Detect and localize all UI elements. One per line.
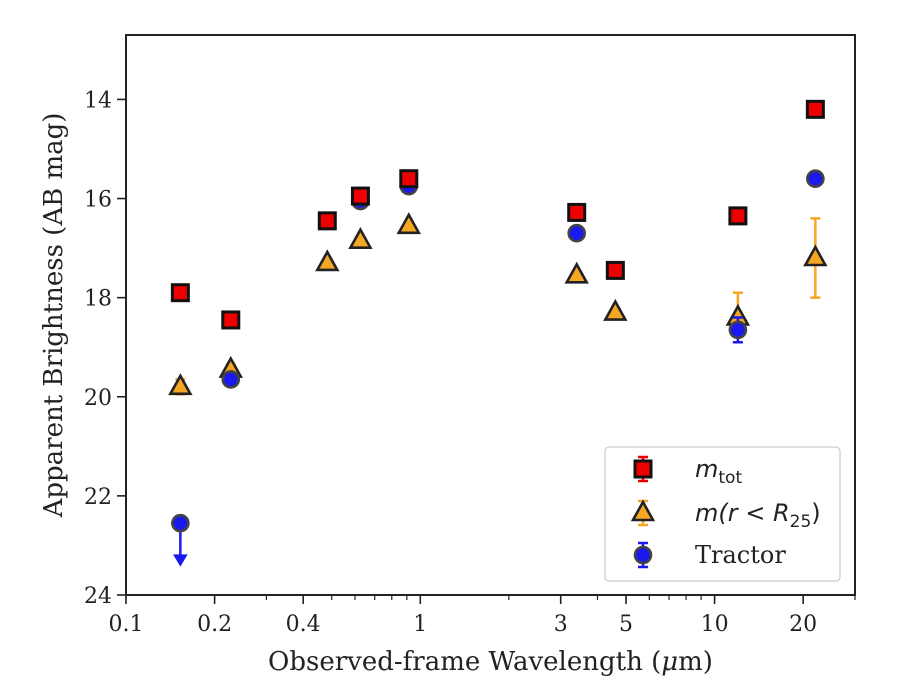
x-tick-label: 20 bbox=[789, 612, 817, 637]
mr25-point bbox=[315, 249, 340, 272]
legend-entry-tractor: Tractor bbox=[633, 541, 786, 569]
x-tick-label: 0.2 bbox=[197, 612, 232, 637]
x-tick-label: 1 bbox=[413, 612, 427, 637]
mr25-point bbox=[168, 373, 193, 396]
y-tick-label: 24 bbox=[84, 584, 112, 609]
y-axis-label: Apparent Brightness (AB mag) bbox=[39, 113, 69, 519]
tractor-point bbox=[806, 169, 825, 189]
x-tick-label: 3 bbox=[554, 612, 568, 637]
legend-entry-mr25: m(r < R25) bbox=[630, 499, 821, 532]
tractor-point bbox=[221, 370, 241, 389]
x-axis-label: Observed-frame Wavelength (μm) bbox=[268, 647, 713, 677]
mtot-point bbox=[399, 169, 419, 189]
mtot-point bbox=[221, 310, 241, 330]
legend-label-mr25: m(r < R25) bbox=[695, 499, 821, 532]
mr25-point bbox=[564, 261, 589, 284]
axis-ticks: 0.1 0.2 0.4 1 3 5 10 20 14 16 18 20 22 24 bbox=[84, 88, 856, 637]
mr25-point bbox=[396, 212, 422, 235]
series-mr25 bbox=[168, 212, 828, 396]
series-mtot bbox=[170, 99, 825, 330]
mtot-point bbox=[170, 283, 190, 303]
legend-marker bbox=[633, 459, 653, 479]
y-tick-label: 14 bbox=[84, 88, 112, 113]
legend-marker bbox=[630, 499, 656, 522]
tractor-point bbox=[728, 320, 748, 340]
mtot-point bbox=[350, 186, 370, 206]
mtot-point bbox=[317, 211, 337, 231]
legend-marker bbox=[633, 545, 653, 565]
data-marks bbox=[168, 99, 828, 567]
y-tick-label: 20 bbox=[84, 386, 112, 411]
mr25-point bbox=[348, 226, 373, 249]
tractor-point bbox=[567, 223, 587, 243]
legend: mtot m(r < R25) Tractor bbox=[604, 446, 841, 582]
legend-entry-mtot: mtot bbox=[633, 455, 742, 488]
mr25-point bbox=[803, 244, 828, 267]
legend-label-mtot: mtot bbox=[695, 455, 742, 488]
legend-box bbox=[604, 446, 841, 582]
y-tick-label: 16 bbox=[84, 188, 112, 213]
x-tick-label: 10 bbox=[701, 612, 729, 637]
y-tick-label: 18 bbox=[84, 287, 112, 312]
y-tick-label: 22 bbox=[84, 485, 112, 510]
x-tick-label: 0.1 bbox=[109, 612, 144, 637]
mr25-point bbox=[603, 298, 628, 321]
x-tick-label: 0.4 bbox=[286, 612, 321, 637]
x-tick-label: 5 bbox=[619, 612, 633, 637]
plot-frame bbox=[125, 34, 856, 596]
mtot-point bbox=[805, 99, 825, 119]
mtot-point bbox=[728, 206, 748, 226]
mtot-point bbox=[567, 202, 587, 222]
tractor-point bbox=[171, 513, 190, 533]
mtot-point bbox=[605, 260, 625, 280]
tractor-upper-limit-head bbox=[173, 554, 188, 567]
legend-label-tractor: Tractor bbox=[695, 541, 786, 569]
